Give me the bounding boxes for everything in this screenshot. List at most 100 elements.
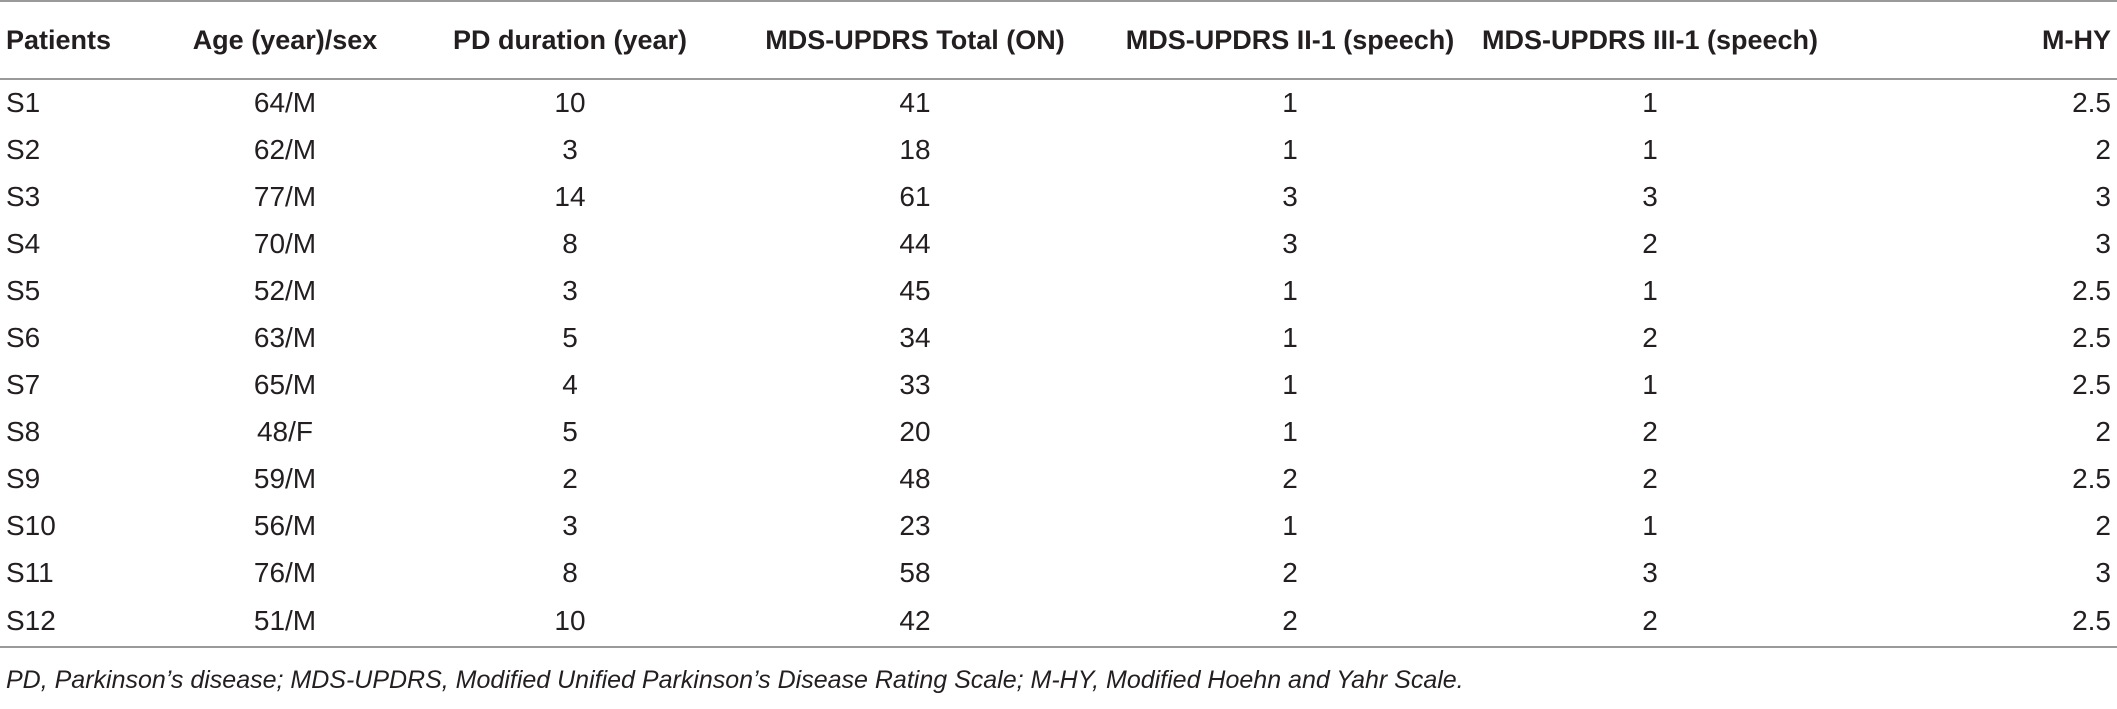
cell-mds-updrs-iii-1: 1 xyxy=(1642,368,1658,400)
cell-patient-id: S1 xyxy=(6,87,41,118)
cell-patient-id: S10 xyxy=(6,509,56,541)
cell-mds-updrs-ii-1: 3 xyxy=(1282,227,1298,259)
table-body: S1 64/M 10 41 1 1 2.5 S2 62/M 3 18 1 1 2 S3 77/M 14 61 3 3 3… xyxy=(0,79,2117,648)
cell-age-sex: 63/M xyxy=(253,321,317,353)
cell-mds-updrs-ii-1: 3 xyxy=(1282,180,1298,212)
header-age-sex: Age (year)/sex xyxy=(150,0,420,80)
cell-pd-duration: 4 xyxy=(562,368,578,400)
cell-m-hy: 2 xyxy=(2095,133,2111,165)
cell-mds-updrs-iii-1: 1 xyxy=(1642,87,1658,118)
cell-pd-duration: 5 xyxy=(562,415,578,447)
header-pd-duration: PD duration (year) xyxy=(420,0,720,80)
header-mds-updrs-iii-1: MDS-UPDRS III-1 (speech) xyxy=(1470,0,1830,80)
cell-mds-updrs-ii-1: 2 xyxy=(1282,556,1298,588)
cell-mds-updrs-iii-1: 2 xyxy=(1642,321,1658,353)
cell-pd-duration: 3 xyxy=(562,509,578,541)
table-row: S10 56/M 3 23 1 1 2 xyxy=(0,502,2117,549)
cell-mds-updrs-iii-1: 3 xyxy=(1642,180,1658,212)
header-m-hy: M-HY xyxy=(1830,0,2117,80)
cell-age-sex: 76/M xyxy=(253,556,317,588)
cell-mds-updrs-ii-1: 1 xyxy=(1282,274,1298,306)
cell-mds-updrs-total: 48 xyxy=(899,462,931,494)
cell-m-hy: 2.5 xyxy=(2072,321,2111,353)
cell-mds-updrs-ii-1: 1 xyxy=(1282,321,1298,353)
cell-pd-duration: 14 xyxy=(554,180,586,212)
cell-pd-duration: 5 xyxy=(562,321,578,353)
cell-mds-updrs-iii-1: 2 xyxy=(1470,596,1830,648)
cell-mds-updrs-total: 58 xyxy=(899,556,931,588)
table-row: S8 48/F 5 20 1 2 2 xyxy=(0,408,2117,455)
cell-pd-duration: 3 xyxy=(562,133,578,165)
header-patients: Patients xyxy=(0,0,150,80)
cell-mds-updrs-total: 33 xyxy=(899,368,931,400)
table-row: S6 63/M 5 34 1 2 2.5 xyxy=(0,314,2117,361)
header-row: Patients Age (year)/sex PD duration (yea… xyxy=(0,0,2117,80)
cell-age-sex: 59/M xyxy=(253,462,317,494)
table-row: S12 51/M 10 42 2 2 2.5 xyxy=(0,596,2117,648)
table-row: S7 65/M 4 33 1 1 2.5 xyxy=(0,361,2117,408)
cell-patient-id: S6 xyxy=(6,321,41,353)
cell-pd-duration: 8 xyxy=(562,227,578,259)
cell-age-sex: 62/M xyxy=(253,133,317,165)
patients-table: Patients Age (year)/sex PD duration (yea… xyxy=(0,0,2117,648)
cell-mds-updrs-total: 42 xyxy=(720,596,1110,648)
cell-m-hy: 3 xyxy=(2095,227,2111,259)
cell-age-sex: 70/M xyxy=(253,227,317,259)
cell-pd-duration: 2 xyxy=(562,462,578,494)
cell-patient-id: S4 xyxy=(6,227,41,259)
cell-patient-id: S8 xyxy=(6,415,41,447)
cell-patient-id: S12 xyxy=(0,596,150,648)
cell-mds-updrs-total: 18 xyxy=(899,133,931,165)
cell-mds-updrs-ii-1: 1 xyxy=(1282,368,1298,400)
cell-mds-updrs-ii-1: 1 xyxy=(1282,87,1298,118)
cell-pd-duration: 10 xyxy=(420,596,720,648)
cell-mds-updrs-iii-1: 3 xyxy=(1642,556,1658,588)
cell-patient-id: S2 xyxy=(6,133,41,165)
cell-m-hy: 2.5 xyxy=(2072,462,2111,494)
cell-mds-updrs-total: 61 xyxy=(899,180,931,212)
cell-m-hy: 3 xyxy=(2095,556,2111,588)
cell-m-hy: 2 xyxy=(2095,415,2111,447)
table-row: S9 59/M 2 48 2 2 2.5 xyxy=(0,455,2117,502)
cell-mds-updrs-ii-1: 1 xyxy=(1282,133,1298,165)
cell-m-hy: 3 xyxy=(2095,180,2111,212)
cell-mds-updrs-ii-1: 1 xyxy=(1282,509,1298,541)
cell-mds-updrs-total: 34 xyxy=(899,321,931,353)
cell-mds-updrs-total: 20 xyxy=(899,415,931,447)
cell-patient-id: S7 xyxy=(6,368,41,400)
cell-m-hy: 2.5 xyxy=(2072,274,2111,306)
table-row: S5 52/M 3 45 1 1 2.5 xyxy=(0,267,2117,314)
header-mds-updrs-ii-1: MDS-UPDRS II-1 (speech) xyxy=(1110,0,1470,80)
table-row: S3 77/M 14 61 3 3 3 xyxy=(0,173,2117,220)
cell-m-hy: 2.5 xyxy=(2072,368,2111,400)
cell-m-hy: 2.5 xyxy=(1830,596,2117,648)
cell-mds-updrs-iii-1: 1 xyxy=(1642,133,1658,165)
cell-age-sex: 65/M xyxy=(253,368,317,400)
cell-pd-duration: 8 xyxy=(562,556,578,588)
cell-mds-updrs-total: 45 xyxy=(899,274,931,306)
cell-mds-updrs-total: 41 xyxy=(899,87,931,118)
cell-patient-id: S9 xyxy=(6,462,41,494)
cell-mds-updrs-ii-1: 1 xyxy=(1282,415,1298,447)
cell-mds-updrs-ii-1: 2 xyxy=(1282,462,1298,494)
cell-mds-updrs-iii-1: 2 xyxy=(1642,227,1658,259)
cell-m-hy: 2.5 xyxy=(2072,87,2111,118)
cell-patient-id: S5 xyxy=(6,274,41,306)
table-header: Patients Age (year)/sex PD duration (yea… xyxy=(0,0,2117,80)
cell-patient-id: S3 xyxy=(6,180,41,212)
cell-pd-duration: 10 xyxy=(554,87,586,118)
cell-age-sex: 51/M xyxy=(150,596,420,648)
cell-mds-updrs-iii-1: 1 xyxy=(1642,274,1658,306)
cell-mds-updrs-iii-1: 2 xyxy=(1642,462,1658,494)
table-row: S4 70/M 8 44 3 2 3 xyxy=(0,220,2117,267)
cell-m-hy: 2 xyxy=(2095,509,2111,541)
table-row: S1 64/M 10 41 1 1 2.5 xyxy=(0,79,2117,126)
table-row: S2 62/M 3 18 1 1 2 xyxy=(0,126,2117,173)
cell-age-sex: 48/F xyxy=(256,415,314,447)
cell-mds-updrs-ii-1: 2 xyxy=(1110,596,1470,648)
cell-mds-updrs-iii-1: 1 xyxy=(1642,509,1658,541)
cell-mds-updrs-total: 44 xyxy=(899,227,931,259)
cell-age-sex: 52/M xyxy=(253,274,317,306)
cell-age-sex: 56/M xyxy=(253,509,317,541)
